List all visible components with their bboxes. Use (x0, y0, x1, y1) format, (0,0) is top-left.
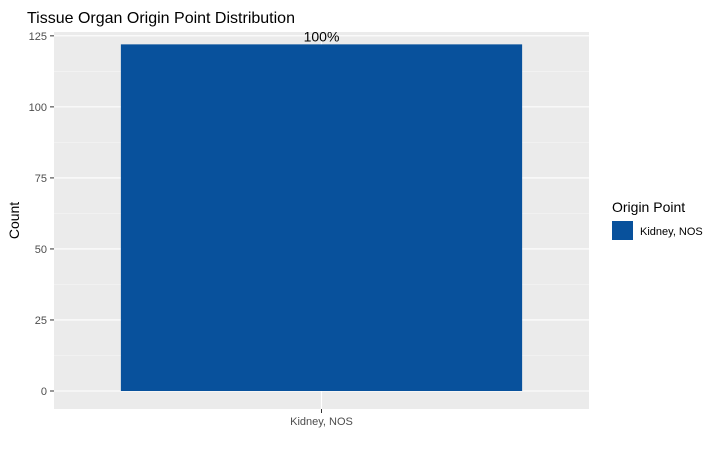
y-tick-label: 100 (29, 102, 47, 114)
y-tick-label: 0 (41, 386, 47, 398)
y-tick-label: 75 (35, 173, 47, 185)
data-labels: 100% (304, 28, 340, 44)
y-tick-label: 50 (35, 244, 47, 256)
legend-entries: Kidney, NOS (612, 221, 703, 240)
legend-key (612, 221, 633, 240)
bars (120, 44, 523, 391)
bar-data-label: 100% (304, 28, 340, 44)
bar (120, 44, 523, 391)
y-axis: 0 25 50 75 100 125 (29, 31, 54, 398)
chart-title: Tissue Organ Origin Point Distribution (27, 10, 295, 27)
y-tick-label: 125 (29, 31, 47, 43)
x-axis: Kidney, NOS (290, 409, 353, 428)
legend-title: Origin Point (612, 199, 685, 215)
y-axis-title: Count (6, 202, 22, 239)
x-tick-label: Kidney, NOS (290, 416, 353, 428)
legend: Origin Point Kidney, NOS (612, 199, 703, 240)
legend-label: Kidney, NOS (640, 226, 703, 238)
y-tick-label: 25 (35, 315, 47, 327)
